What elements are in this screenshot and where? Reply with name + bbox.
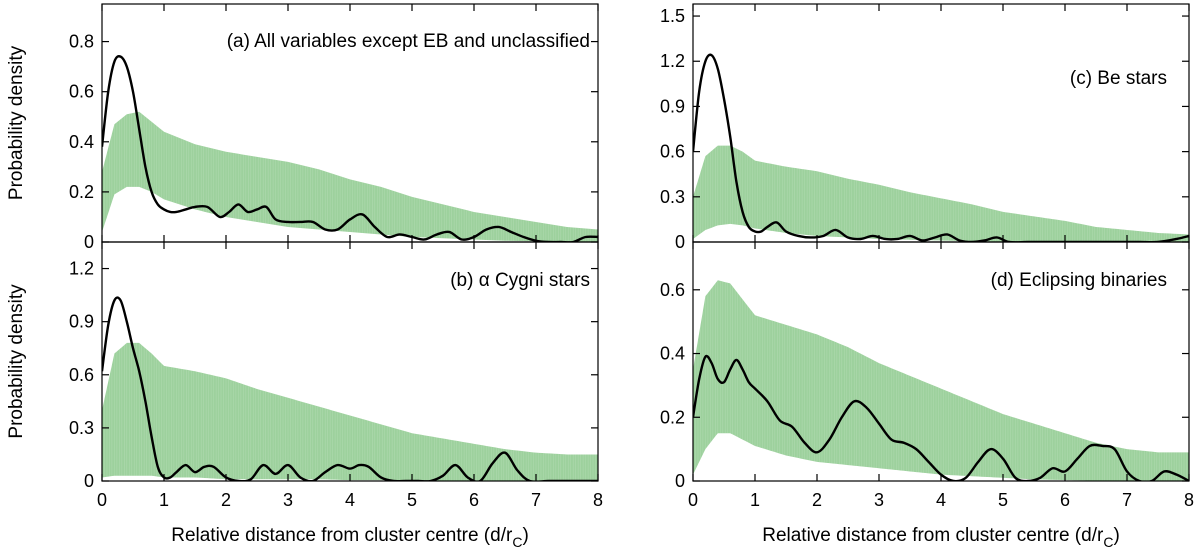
y-tick-label-a-1: 0.2 (69, 182, 94, 202)
x-tick-label-b-8: 8 (593, 490, 603, 510)
y-tick-label-a-4: 0.8 (69, 32, 94, 52)
y-tick-label-d-2: 0.4 (660, 344, 685, 364)
density-curve-d (693, 354, 1189, 481)
panel-label-a: (a) All variables except EB and unclassi… (227, 31, 590, 52)
confidence-band-a (102, 111, 598, 242)
x-tick-label-b-3: 3 (283, 490, 293, 510)
y-tick-label-b-1: 0.3 (69, 418, 94, 438)
x-tick-label-d-2: 2 (812, 490, 822, 510)
x-tick-label-d-6: 6 (1060, 490, 1070, 510)
x-tick-label-d-0: 0 (688, 490, 698, 510)
y-tick-label-c-1: 0.3 (660, 187, 685, 207)
band-hatch-a (102, 111, 598, 242)
y-tick-label-a-2: 0.4 (69, 132, 94, 152)
y-tick-label-b-0: 0 (84, 471, 94, 491)
x-tick-label-d-7: 7 (1122, 490, 1132, 510)
panel-b: 0 0.3 0.6 0.9 1.2 0 1 2 3 4 5 6 7 8 (b) α Cygni stars P… (6, 241, 603, 549)
x-tick-label-b-7: 7 (531, 490, 541, 510)
y-axis-label-a: Probability density (6, 45, 27, 200)
y-tick-label-c-2: 0.6 (660, 142, 685, 162)
x-tick-label-b-4: 4 (345, 490, 355, 510)
panel-label-c: (c) Be stars (1070, 68, 1167, 89)
x-axis-label-b: Relative distance from cluster centre (d… (171, 525, 529, 549)
y-axis-label-b: Probability density (6, 284, 27, 439)
y-tick-label-c-4: 1.2 (660, 51, 685, 71)
x-tick-label-b-6: 6 (469, 490, 479, 510)
y-tick-label-d-0: 0 (675, 471, 685, 491)
x-tick-label-d-5: 5 (998, 490, 1008, 510)
panel-c: 0 0.3 0.6 0.9 1.2 1.5 (c) Be stars (660, 3, 1190, 252)
x-axis-label-d: Relative distance from cluster centre (d… (762, 525, 1120, 549)
x-tick-label-d-3: 3 (874, 490, 884, 510)
band-hatch-c (693, 145, 1189, 242)
density-curve-c (693, 53, 1189, 242)
x-tick-label-d-1: 1 (750, 490, 760, 510)
panel-label-b: (b) α Cygni stars (450, 270, 590, 291)
x-tick-label-b-1: 1 (159, 490, 169, 510)
panel-a: 0 0.2 0.4 0.6 0.8 (a) All variables except EB… (6, 3, 599, 252)
panel-d: 0 0.2 0.4 0.6 0 1 2 3 4 5 6 7 8 (d) Eclipsing binarie… (660, 241, 1194, 549)
band-hatch-d (693, 280, 1189, 481)
y-tick-label-b-3: 0.9 (69, 312, 94, 332)
y-tick-label-a-3: 0.6 (69, 82, 94, 102)
y-tick-label-d-3: 0.6 (660, 280, 685, 300)
confidence-band-c (693, 145, 1189, 242)
x-tick-label-b-2: 2 (221, 490, 231, 510)
panel-label-d: (d) Eclipsing binaries (991, 270, 1167, 291)
y-tick-label-d-1: 0.2 (660, 407, 685, 427)
x-tick-label-d-4: 4 (936, 490, 946, 510)
y-tick-label-c-0: 0 (675, 232, 685, 252)
confidence-band-b (102, 342, 598, 481)
x-tick-label-d-8: 8 (1184, 490, 1194, 510)
y-tick-label-c-3: 0.9 (660, 96, 685, 116)
confidence-band-d (693, 280, 1189, 481)
density-curve-a (102, 55, 598, 242)
density-curve-b (102, 296, 598, 481)
band-hatch-b (102, 342, 598, 481)
y-tick-label-c-5: 1.5 (660, 6, 685, 26)
x-tick-label-b-5: 5 (407, 490, 417, 510)
y-tick-label-a-0: 0 (84, 232, 94, 252)
y-tick-label-b-4: 1.2 (69, 259, 94, 279)
y-tick-label-b-2: 0.6 (69, 365, 94, 385)
x-tick-label-b-0: 0 (97, 490, 107, 510)
